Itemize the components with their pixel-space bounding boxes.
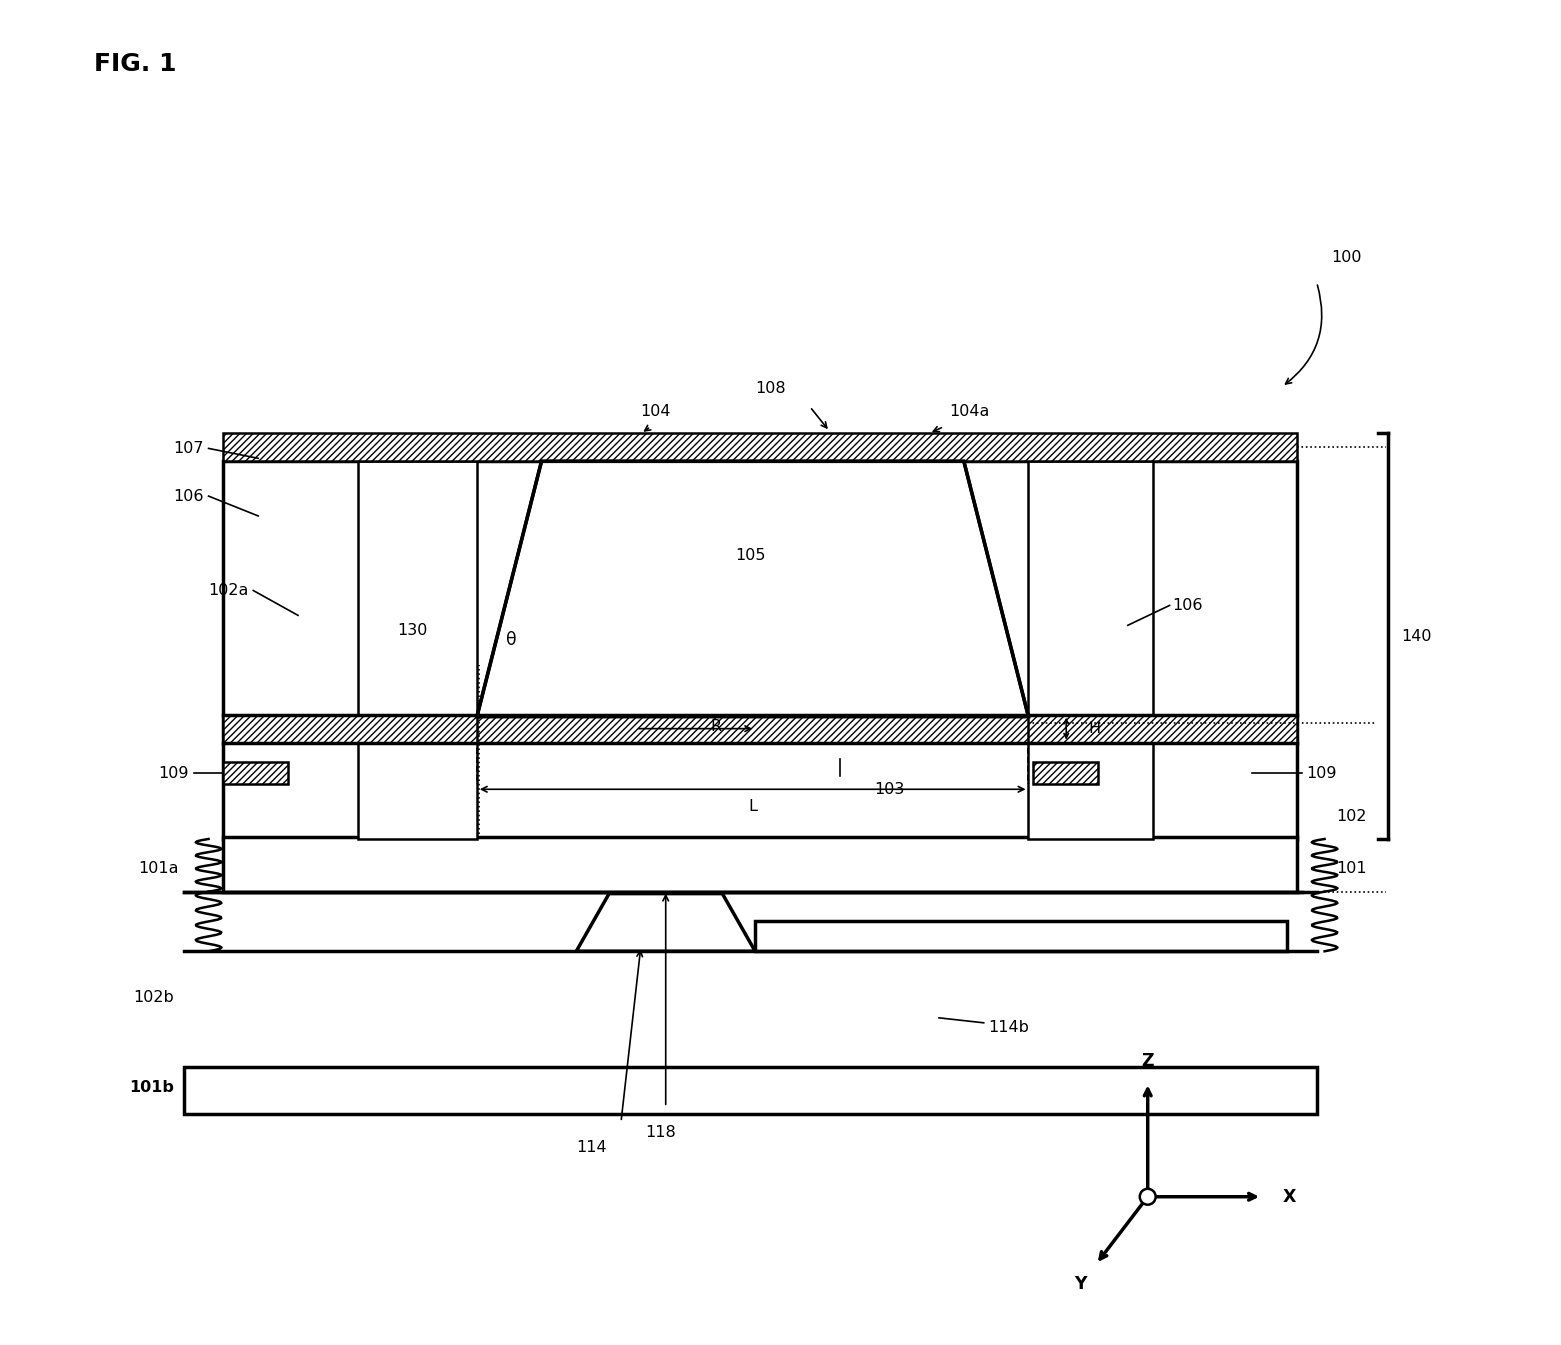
Text: 108: 108 [756, 381, 785, 397]
Text: 102: 102 [1336, 808, 1367, 823]
Text: X: X [1283, 1188, 1297, 1205]
Text: 118: 118 [645, 1124, 676, 1139]
Text: 114b: 114b [988, 1021, 1030, 1036]
Text: 104: 104 [640, 404, 671, 420]
Bar [184, 1067, 1316, 1114]
Text: 104a: 104a [949, 404, 990, 420]
Text: H: H [1088, 721, 1101, 736]
Text: 105: 105 [735, 549, 765, 564]
Text: 102a: 102a [208, 582, 248, 599]
Bar [223, 461, 1297, 839]
Text: 101b: 101b [130, 1080, 173, 1095]
Text: 100: 100 [1332, 250, 1363, 265]
Text: L: L [748, 799, 757, 814]
Text: 106: 106 [1172, 599, 1204, 613]
Bar [357, 461, 478, 839]
Text: Y: Y [1074, 1275, 1086, 1293]
Text: 103: 103 [874, 781, 904, 796]
Bar [478, 714, 1029, 742]
Text: 102b: 102b [133, 990, 173, 1006]
Polygon shape [482, 465, 1024, 712]
Text: 140: 140 [1402, 628, 1431, 644]
Bar [223, 714, 1297, 742]
Text: Z: Z [1141, 1052, 1154, 1069]
Polygon shape [576, 893, 756, 951]
Text: FIG. 1: FIG. 1 [94, 52, 176, 75]
Text: 109: 109 [158, 765, 189, 781]
Text: R: R [710, 720, 721, 734]
Text: 109: 109 [1307, 765, 1338, 781]
Bar [756, 921, 1286, 951]
Text: θ: θ [506, 631, 517, 650]
Text: 114: 114 [576, 1139, 607, 1154]
Text: 107: 107 [173, 441, 203, 456]
Bar [223, 837, 1297, 892]
Circle shape [1140, 1189, 1155, 1205]
Bar [1033, 763, 1097, 784]
Polygon shape [478, 461, 1029, 717]
Bar [1029, 461, 1152, 839]
Text: 101a: 101a [139, 861, 180, 877]
Text: 130: 130 [396, 623, 428, 638]
Bar [223, 763, 289, 784]
Text: 106: 106 [173, 488, 203, 503]
Text: 101: 101 [1336, 861, 1367, 877]
Bar [223, 433, 1297, 461]
